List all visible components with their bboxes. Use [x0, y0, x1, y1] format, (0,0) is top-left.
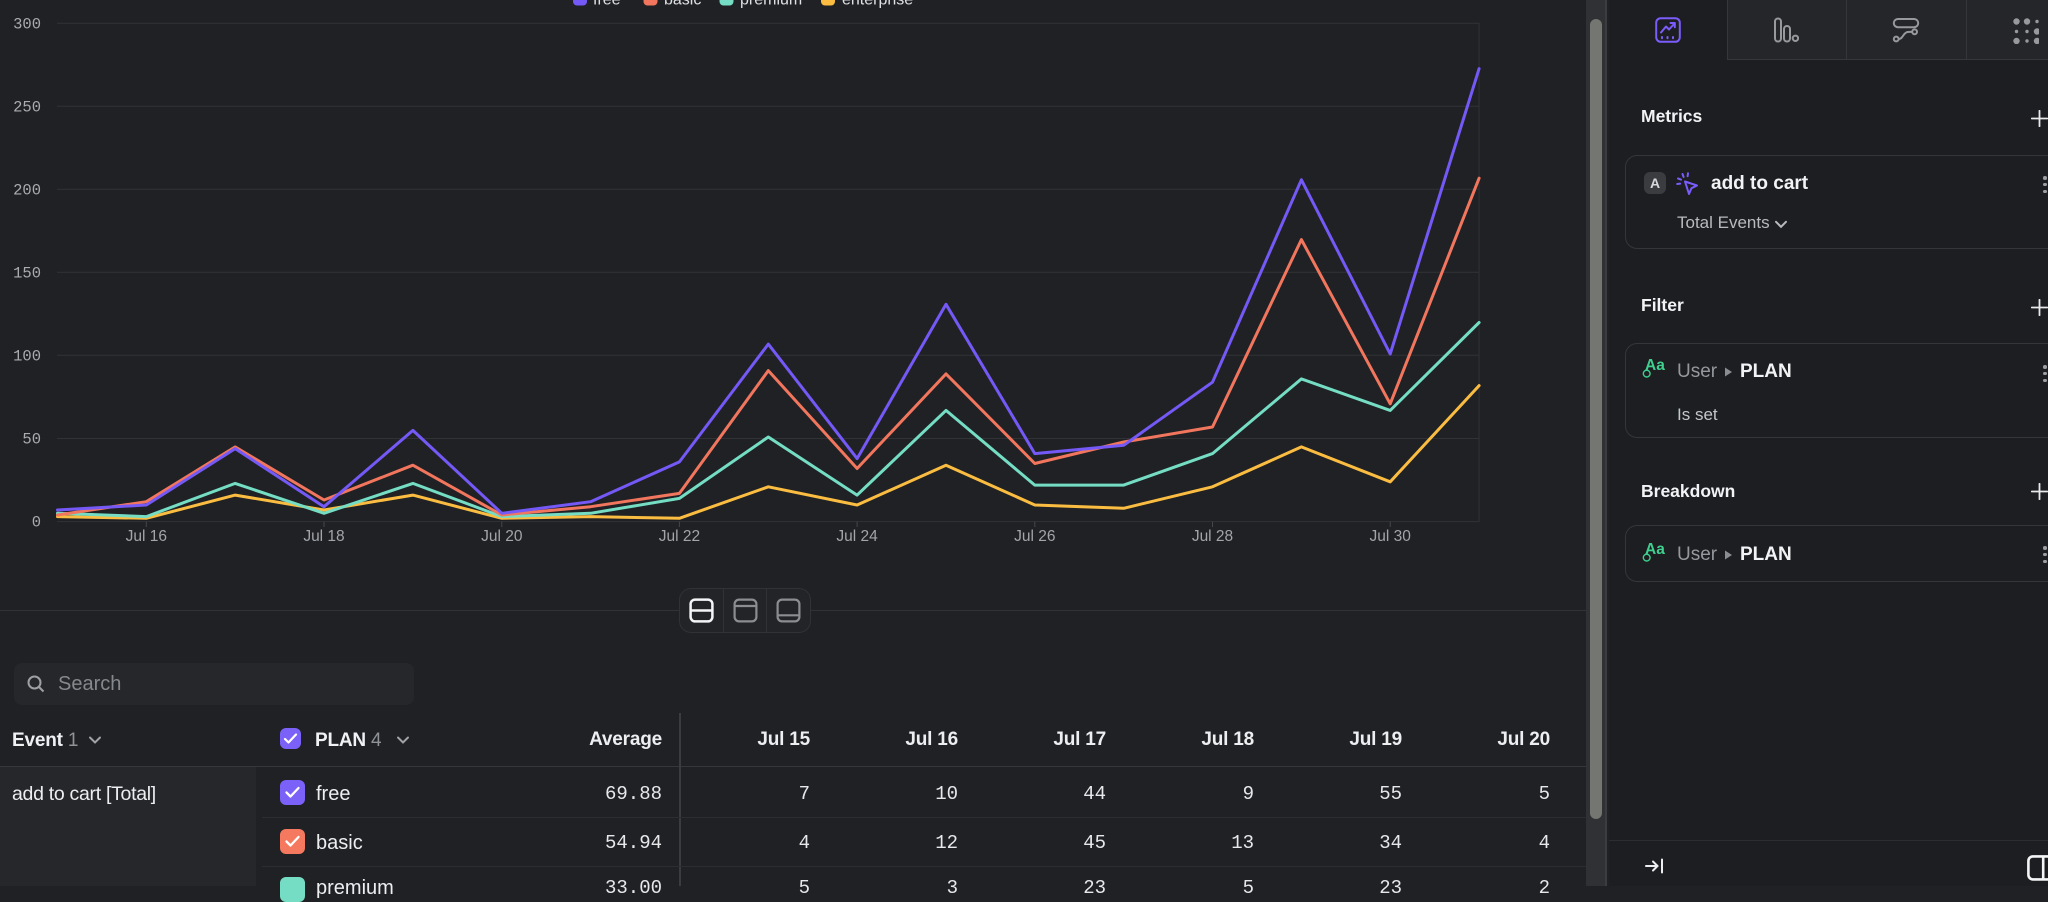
svg-text:Jul 28: Jul 28	[1192, 528, 1233, 545]
svg-text:Jul 22: Jul 22	[659, 528, 700, 545]
svg-text:250: 250	[13, 99, 41, 117]
svg-text:Jul 26: Jul 26	[1014, 528, 1055, 545]
svg-text:enterprise: enterprise	[842, 0, 913, 9]
svg-text:Jul 20: Jul 20	[481, 528, 523, 545]
svg-text:Jul 18: Jul 18	[303, 528, 344, 545]
svg-text:basic: basic	[664, 0, 701, 9]
svg-text:200: 200	[13, 182, 41, 200]
svg-text:Aa: Aa	[1645, 541, 1665, 558]
svg-text:150: 150	[13, 265, 41, 283]
svg-text:Aa: Aa	[1645, 357, 1665, 374]
svg-text:0: 0	[32, 514, 41, 532]
svg-text:Jul 30: Jul 30	[1370, 528, 1412, 545]
svg-text:Jul 16: Jul 16	[126, 528, 167, 545]
svg-text:premium: premium	[740, 0, 802, 9]
svg-text:50: 50	[22, 431, 41, 449]
svg-text:100: 100	[13, 348, 41, 366]
svg-text:free: free	[593, 0, 621, 9]
svg-text:Jul 24: Jul 24	[836, 528, 878, 545]
svg-text:300: 300	[13, 16, 41, 34]
